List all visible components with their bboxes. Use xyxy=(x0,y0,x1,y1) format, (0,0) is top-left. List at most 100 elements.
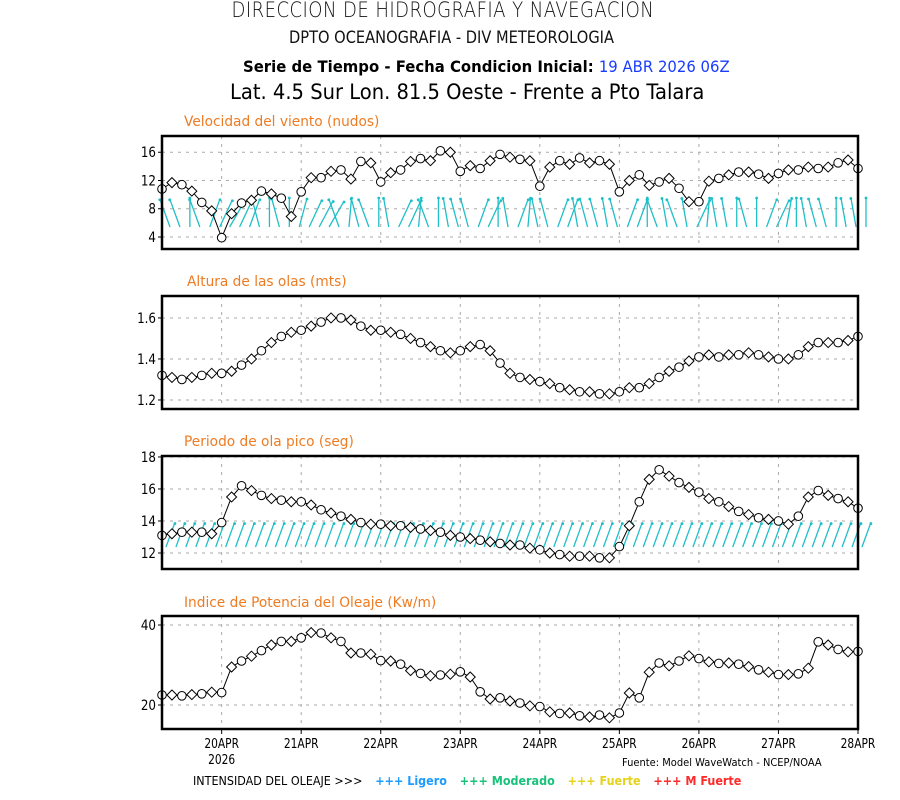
data-point xyxy=(424,155,437,167)
direction-arrow-head xyxy=(230,199,234,203)
data-point xyxy=(703,492,715,505)
direction-arrow xyxy=(517,198,529,228)
direction-arrow-head xyxy=(377,196,381,200)
direction-arrow-head xyxy=(610,522,614,525)
data-point xyxy=(196,527,207,537)
data-point xyxy=(455,345,466,356)
data-point xyxy=(316,628,326,638)
data-point xyxy=(325,507,337,519)
y-tick-label: 40 xyxy=(141,618,156,634)
plot-frame xyxy=(160,614,860,731)
data-point xyxy=(723,349,735,361)
data-point xyxy=(574,386,585,397)
direction-arrow xyxy=(831,522,842,548)
direction-arrow xyxy=(682,522,693,548)
data-point xyxy=(802,491,814,503)
data-point xyxy=(663,660,675,672)
data-point xyxy=(256,186,267,196)
direction-arrow xyxy=(533,522,544,548)
direction-arrow xyxy=(791,522,802,548)
data-point xyxy=(842,646,854,658)
data-point xyxy=(495,693,505,703)
data-point xyxy=(356,156,366,167)
direction-arrow xyxy=(571,197,579,228)
data-point xyxy=(365,518,377,530)
data-point xyxy=(265,492,278,505)
direction-arrow xyxy=(609,197,619,228)
data-point xyxy=(245,650,258,662)
data-point xyxy=(384,167,397,179)
direction-arrow xyxy=(270,197,280,228)
direction-arrow xyxy=(408,199,422,228)
data-point xyxy=(296,496,307,507)
data-point xyxy=(166,371,178,384)
data-point xyxy=(594,155,605,166)
data-point xyxy=(614,386,625,397)
data-point xyxy=(634,693,645,703)
data-point xyxy=(305,626,317,639)
direction-arrow-head xyxy=(302,522,306,525)
x-tick-label: 24APR xyxy=(522,736,557,751)
direction-arrow xyxy=(284,522,295,548)
data-point xyxy=(603,712,616,724)
direction-arrow-head xyxy=(158,198,162,202)
direction-arrow-head xyxy=(591,522,594,525)
direction-arrow-head xyxy=(809,522,813,525)
direction-arrow xyxy=(248,198,261,228)
data-point xyxy=(444,146,457,158)
y-tick-label: 14 xyxy=(141,514,156,530)
data-point xyxy=(623,381,636,394)
direction-arrow-head xyxy=(708,196,711,200)
data-point xyxy=(276,495,287,505)
direction-arrow-head xyxy=(243,522,246,525)
direction-arrow xyxy=(225,522,236,548)
direction-arrow xyxy=(244,522,256,548)
data-point xyxy=(256,645,267,656)
direction-arrow xyxy=(582,522,594,548)
direction-arrow xyxy=(706,197,711,228)
direction-arrow-head xyxy=(459,197,462,201)
direction-arrow xyxy=(711,197,718,228)
data-point xyxy=(196,370,207,381)
data-point xyxy=(574,551,585,561)
data-point xyxy=(703,656,715,668)
direction-arrow xyxy=(350,197,360,228)
direction-arrow-head xyxy=(193,522,197,525)
data-point xyxy=(762,666,775,678)
data-point xyxy=(554,549,565,560)
direction-arrow xyxy=(771,522,783,548)
data-point xyxy=(365,324,377,336)
data-point xyxy=(703,175,715,187)
direction-arrow-head xyxy=(461,522,465,525)
direction-arrow-head xyxy=(740,522,744,525)
y-tick-label: 20 xyxy=(141,698,156,714)
direction-arrow xyxy=(382,197,390,228)
direction-arrow-head xyxy=(775,198,779,202)
direction-arrow xyxy=(752,522,763,548)
plot-frame xyxy=(160,294,860,411)
intensity-legend: INTENSIDAD DEL OLEAJE >>> +++ Ligero +++… xyxy=(193,774,751,788)
data-point xyxy=(256,490,267,501)
direction-arrow-head xyxy=(730,522,734,525)
data-point xyxy=(674,183,684,194)
data-point xyxy=(336,165,346,175)
direction-arrow-head xyxy=(521,522,525,525)
direction-arrow-head xyxy=(342,522,346,525)
data-point xyxy=(356,321,366,331)
data-point xyxy=(782,668,795,681)
data-point xyxy=(316,172,326,183)
data-point xyxy=(733,167,744,177)
direction-arrow xyxy=(459,197,469,228)
data-point xyxy=(623,520,636,532)
direction-arrow xyxy=(589,197,599,228)
direction-arrow-head xyxy=(168,198,172,202)
direction-arrow-head xyxy=(322,522,326,525)
data-point xyxy=(643,666,655,678)
data-point xyxy=(504,539,516,551)
data-point xyxy=(773,354,784,364)
data-point xyxy=(336,636,346,647)
direction-arrow-head xyxy=(233,522,236,525)
direction-arrow xyxy=(722,522,733,548)
data-point xyxy=(535,701,545,712)
